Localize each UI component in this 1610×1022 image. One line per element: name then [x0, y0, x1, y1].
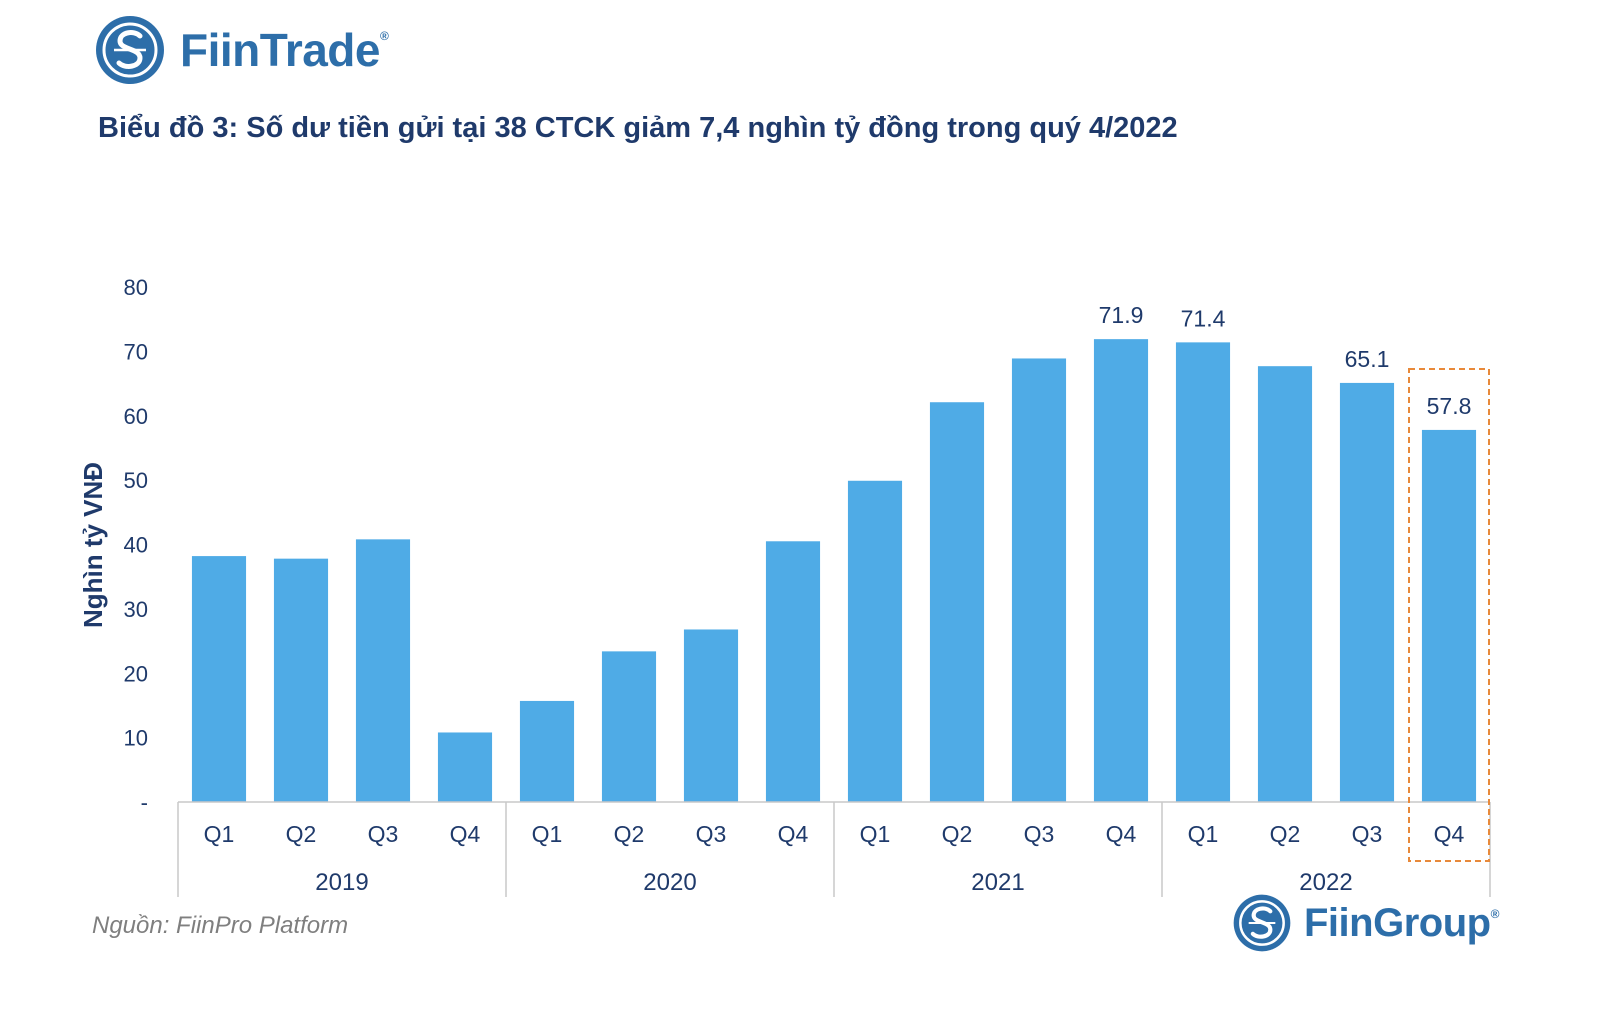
bar	[1339, 382, 1395, 802]
x-group-label: 2019	[315, 869, 368, 896]
x-category-label: Q2	[286, 821, 317, 847]
x-category-label: Q3	[368, 821, 399, 847]
x-category-label: Q1	[1188, 821, 1219, 847]
x-category-label: Q4	[778, 821, 809, 847]
source-note: Nguồn: FiinPro Platform	[92, 912, 349, 939]
data-label: 71.4	[1181, 305, 1226, 331]
x-category-label: Q1	[204, 821, 235, 847]
y-axis-label: Nghìn tỷ VNĐ	[78, 462, 108, 628]
x-group-label: 2022	[1299, 869, 1352, 896]
x-category-label: Q1	[532, 821, 563, 847]
y-tick-label: 80	[124, 275, 148, 300]
bar	[1257, 366, 1313, 802]
x-category-label: Q1	[860, 821, 891, 847]
bar	[601, 651, 657, 802]
fiingroup-logo-icon	[1233, 894, 1291, 952]
bar	[929, 402, 985, 802]
highlight-box	[1408, 368, 1490, 862]
bar	[273, 558, 329, 802]
y-tick-label: -	[141, 790, 148, 815]
y-tick-label: 20	[124, 661, 148, 686]
data-label: 71.9	[1099, 302, 1144, 328]
fiingroup-brand-name: FiinGroup®	[1304, 900, 1499, 945]
bar	[355, 539, 411, 802]
x-group-label: 2020	[643, 869, 696, 896]
x-category-label: Q2	[1270, 821, 1301, 847]
fiintrade-brand-name: FiinTrade®	[180, 24, 389, 76]
fiintrade-logo: FiinTrade®	[94, 14, 389, 86]
x-category-label: Q4	[1106, 821, 1137, 847]
y-tick-label: 60	[124, 404, 148, 429]
x-category-label: Q2	[942, 821, 973, 847]
bar	[683, 629, 739, 802]
y-tick-label: 70	[124, 339, 148, 364]
bar	[847, 480, 903, 802]
bar	[1175, 342, 1231, 802]
x-category-label: Q2	[614, 821, 645, 847]
bar	[1011, 358, 1067, 802]
fiingroup-logo: FiinGroup®	[1232, 893, 1499, 953]
x-category-label: Q3	[1024, 821, 1055, 847]
y-tick-label: 40	[124, 533, 148, 558]
x-group-label: 2021	[971, 869, 1024, 896]
y-tick-label: 50	[124, 468, 148, 493]
x-category-label: Q3	[1352, 821, 1383, 847]
x-category-label: Q3	[696, 821, 727, 847]
data-label: 57.8	[1427, 393, 1472, 419]
bar	[1421, 429, 1477, 802]
bar	[191, 556, 247, 802]
x-category-label: Q4	[450, 821, 481, 847]
bar	[1093, 339, 1149, 802]
y-tick-label: 30	[124, 597, 148, 622]
x-category-label: Q4	[1434, 821, 1465, 847]
chart-title: Biểu đồ 3: Số dư tiền gửi tại 38 CTCK gi…	[98, 112, 1178, 144]
y-tick-label: 10	[124, 726, 148, 751]
data-label: 65.1	[1345, 346, 1390, 372]
bar	[437, 732, 493, 802]
bar	[519, 700, 575, 802]
bar	[765, 541, 821, 802]
fiintrade-logo-icon	[96, 16, 164, 84]
